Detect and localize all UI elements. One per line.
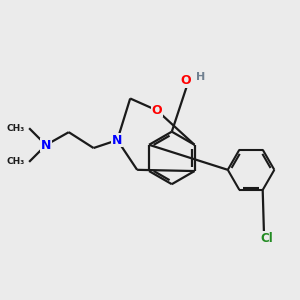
Text: Cl: Cl — [260, 232, 273, 245]
Text: N: N — [112, 134, 122, 147]
Text: CH₃: CH₃ — [7, 124, 25, 133]
Text: O: O — [152, 104, 162, 117]
Text: CH₃: CH₃ — [7, 158, 25, 166]
Text: N: N — [41, 139, 51, 152]
Text: H: H — [196, 72, 205, 82]
Text: O: O — [180, 74, 191, 87]
